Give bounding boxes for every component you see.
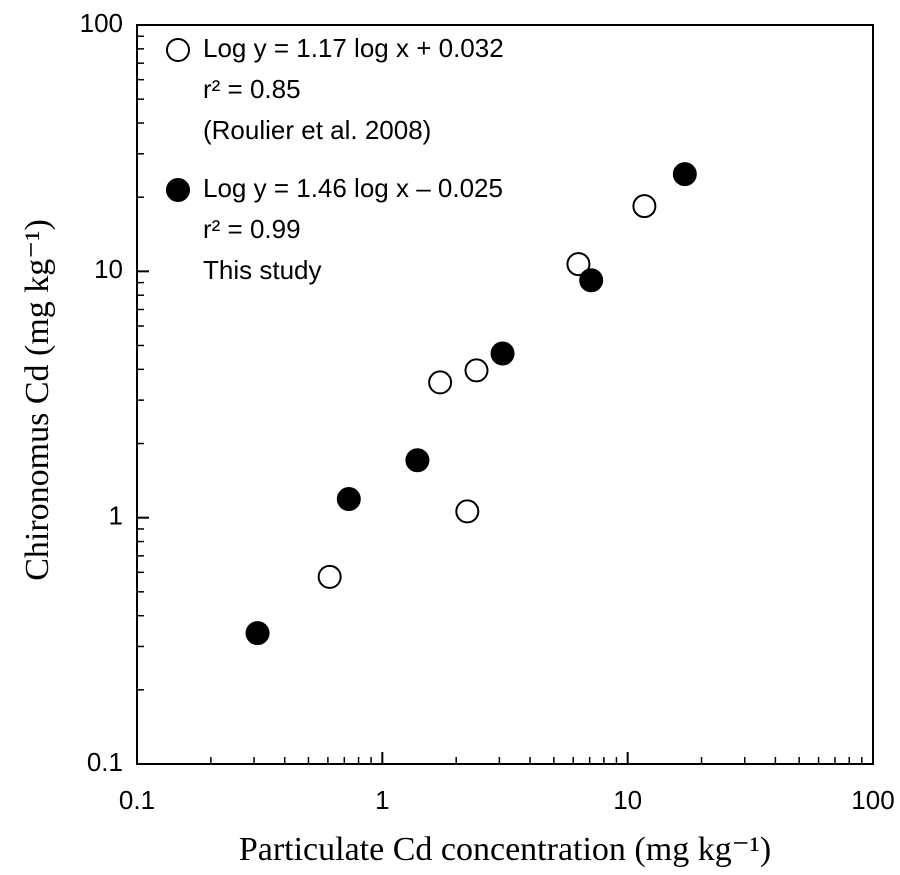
x-tick-label: 0.1	[119, 785, 155, 815]
legend-marker	[166, 178, 190, 202]
point	[336, 487, 361, 512]
plot-frame	[136, 24, 874, 765]
legend-marker	[166, 38, 190, 62]
legend-note: r² = 0.85	[203, 74, 301, 104]
point	[672, 162, 697, 187]
point	[632, 194, 657, 219]
point	[566, 252, 591, 277]
x-axis-title: Particulate Cd concentration (mg kg⁻¹)	[239, 831, 771, 868]
y-tick-label: 0.1	[87, 747, 123, 777]
legend-note: This study	[203, 255, 322, 285]
point	[455, 499, 480, 524]
point	[405, 448, 430, 473]
y-axis-title: Chironomus Cd (mg kg⁻¹)	[19, 219, 56, 581]
legend-label: Log y = 1.46 log x – 0.025	[203, 173, 503, 203]
x-tick-label: 10	[613, 785, 642, 815]
y-tick-label: 100	[80, 8, 123, 38]
point	[579, 268, 604, 293]
point	[317, 564, 342, 589]
point	[490, 341, 515, 366]
legend-note: r² = 0.99	[203, 214, 301, 244]
legend-note: (Roulier et al. 2008)	[203, 115, 431, 145]
x-tick-label: 1	[375, 785, 389, 815]
legend-label: Log y = 1.17 log x + 0.032	[203, 33, 504, 63]
point	[464, 358, 489, 383]
y-tick-label: 10	[94, 254, 123, 284]
point	[245, 621, 270, 646]
point	[428, 370, 453, 395]
y-tick-label: 1	[109, 501, 123, 531]
x-tick-label: 100	[851, 785, 894, 815]
